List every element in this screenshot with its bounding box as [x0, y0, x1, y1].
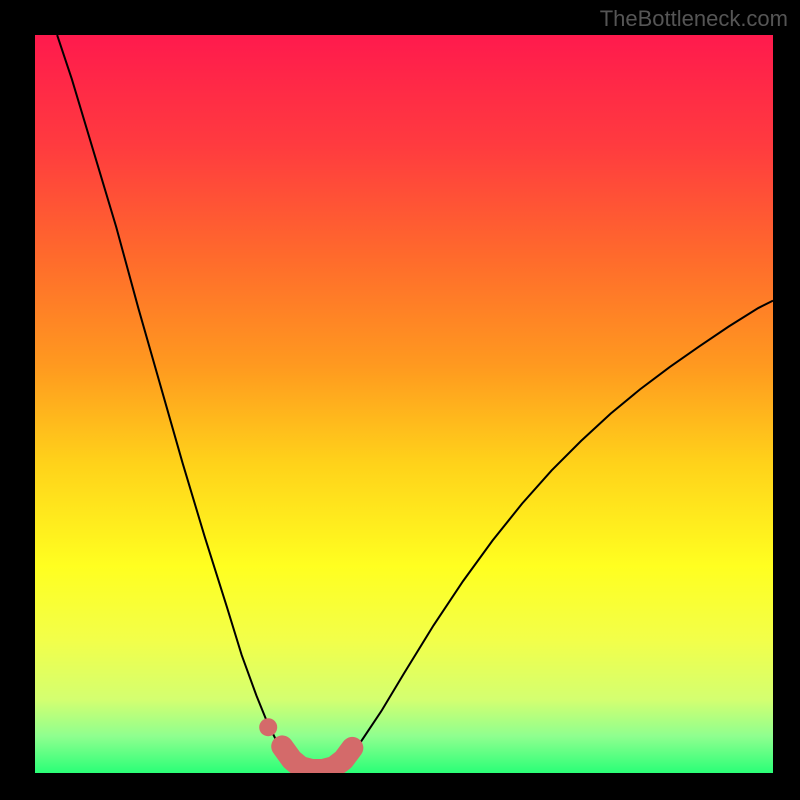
plot-svg — [35, 35, 773, 773]
watermark-text: TheBottleneck.com — [600, 6, 788, 32]
plot-background — [35, 35, 773, 773]
marker-dot — [259, 718, 277, 736]
plot-area — [35, 35, 773, 773]
chart-root: TheBottleneck.com — [0, 0, 800, 800]
